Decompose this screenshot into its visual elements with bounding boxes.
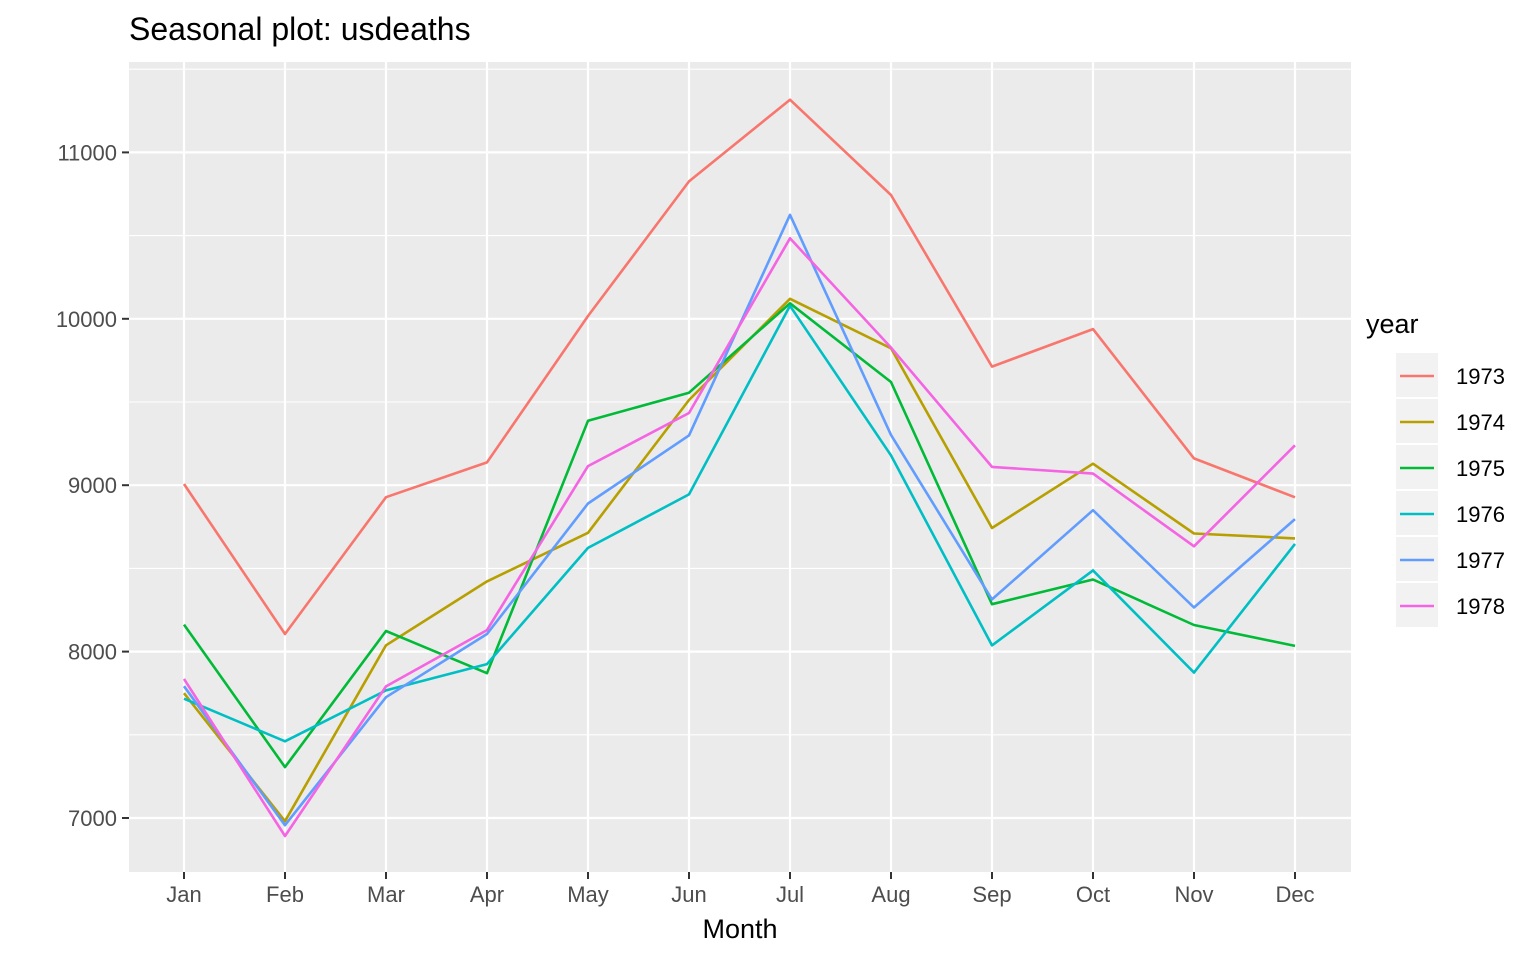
legend-label-1975: 1975 [1456, 456, 1505, 481]
y-tick-label: 9000 [68, 473, 117, 498]
chart-title: Seasonal plot: usdeaths [129, 11, 471, 47]
x-tick-label: Dec [1275, 882, 1314, 907]
x-tick-label: Mar [367, 882, 405, 907]
x-axis-title: Month [702, 914, 777, 944]
x-tick-label: Jul [776, 882, 804, 907]
x-tick-label: Jan [166, 882, 201, 907]
legend-label-1977: 1977 [1456, 548, 1505, 573]
x-tick-label: Aug [871, 882, 910, 907]
x-tick-label: Oct [1076, 882, 1110, 907]
y-tick-label: 7000 [68, 806, 117, 831]
legend-label-1974: 1974 [1456, 410, 1505, 435]
legend-items: 1973 1974 1975 1976 1977 1978 [1396, 353, 1505, 627]
plot-panel [129, 62, 1351, 872]
series-line-1973 [182, 98, 1296, 636]
series-line-1978 [182, 237, 1296, 838]
series-line-1976 [183, 304, 1297, 743]
x-tick-label: Apr [470, 882, 504, 907]
legend-label-1978: 1978 [1456, 594, 1505, 619]
legend-label-1973: 1973 [1456, 364, 1505, 389]
y-tick-label: 10000 [56, 307, 117, 332]
legend-title: year [1366, 309, 1419, 339]
y-axis: 7000 8000 9000 10000 11000 [56, 140, 129, 831]
x-tick-label: May [567, 882, 609, 907]
y-tick-label: 11000 [57, 140, 117, 165]
series-lines [182, 98, 1297, 838]
x-tick-label: Feb [266, 882, 304, 907]
grid-lines [129, 62, 1351, 872]
x-tick-label: Sep [972, 882, 1011, 907]
legend: year 1973 1974 1975 1976 1977 1978 [1366, 309, 1505, 627]
legend-label-1976: 1976 [1456, 502, 1505, 527]
x-axis: Jan Feb Mar Apr May Jun Jul Aug Sep Oct Nov Dec [166, 872, 1315, 907]
x-tick-label: Nov [1174, 882, 1213, 907]
y-tick-label: 8000 [68, 640, 117, 665]
x-tick-label: Jun [671, 882, 706, 907]
